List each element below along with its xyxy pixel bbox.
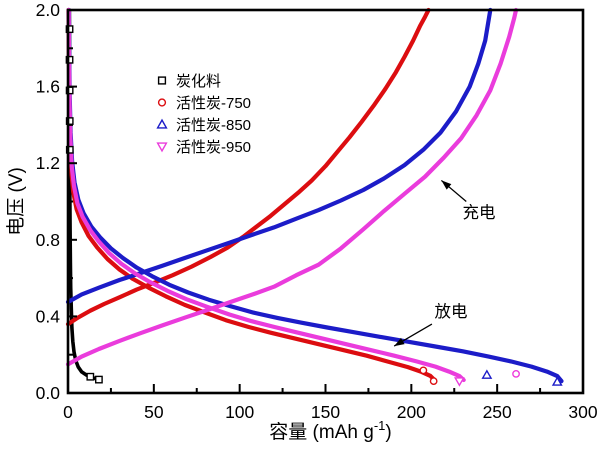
- legend-label: 活性炭-950: [176, 139, 251, 156]
- legend-item: 活性炭-850: [156, 117, 251, 134]
- x-tick-label: 250: [483, 402, 512, 422]
- y-tick-label: 1.6: [36, 77, 60, 97]
- plot-frame: [66, 8, 585, 395]
- annotation-charge: 充电: [440, 179, 495, 222]
- circle-legend-icon: [157, 98, 167, 107]
- triangle-up-legend-icon: [156, 118, 168, 129]
- legend-item: 炭化料: [157, 73, 221, 90]
- x-tick-label: 50: [144, 402, 164, 422]
- x-axis-title: 容量 (mAh g-1): [269, 418, 391, 443]
- series-curves: [65, 7, 564, 384]
- square-marker: [86, 372, 95, 381]
- y-tick-label: 0.4: [36, 306, 61, 326]
- series-1-charge-curve: [65, 7, 431, 327]
- triangle-up-marker: [481, 369, 493, 379]
- legend-label: 炭化料: [176, 73, 221, 90]
- x-tick-label: 200: [397, 402, 426, 422]
- square-marker: [65, 55, 74, 64]
- y-axis-title: 电压 (V): [5, 167, 27, 236]
- square-legend-icon: [157, 76, 167, 85]
- circle-marker: [429, 377, 438, 386]
- square-marker: [65, 145, 74, 154]
- y-tick-label: 0.8: [36, 230, 60, 250]
- annotation-charge-label: 充电: [462, 203, 495, 222]
- x-tick-labels: 0 50 100 150 200 250 300: [63, 402, 598, 422]
- charge-arrow-head: [441, 180, 452, 190]
- legend-label: 活性炭-850: [176, 117, 251, 134]
- circle-marker: [512, 369, 520, 378]
- annotation-discharge: 放电: [393, 302, 467, 347]
- square-marker: [94, 375, 103, 384]
- y-tick-label: 0.0: [36, 383, 61, 403]
- annotation-discharge-label: 放电: [434, 302, 467, 321]
- series-2-discharge-curve: [66, 7, 564, 384]
- series-3-charge-curve: [65, 7, 519, 367]
- triangle-down-legend-icon: [156, 142, 168, 153]
- x-tick-label: 0: [63, 402, 73, 422]
- x-tick-label: 100: [225, 402, 254, 422]
- legend-label: 活性炭-750: [176, 95, 251, 112]
- y-tick-label: 1.2: [36, 153, 60, 173]
- series-3-discharge-curve: [66, 7, 466, 383]
- triangle-up-marker: [551, 376, 563, 386]
- x-tick-label: 300: [568, 402, 597, 422]
- circle-marker: [419, 366, 428, 375]
- series-1-discharge-curve: [66, 7, 437, 383]
- discharge-arrow-head: [394, 337, 405, 347]
- axis-ticks: [67, 9, 584, 394]
- x-tick-label: 150: [311, 402, 340, 422]
- sparse-markers: [65, 25, 563, 387]
- series-2-charge-curve: [65, 7, 493, 305]
- legend-item: 活性炭-950: [156, 139, 251, 156]
- square-marker: [65, 25, 74, 34]
- triangle-down-marker: [453, 377, 465, 387]
- y-tick-labels: 0.0 0.4 0.8 1.2 1.6 2.0: [36, 0, 61, 403]
- legend-item: 活性炭-750: [157, 95, 251, 112]
- y-tick-label: 2.0: [36, 0, 61, 20]
